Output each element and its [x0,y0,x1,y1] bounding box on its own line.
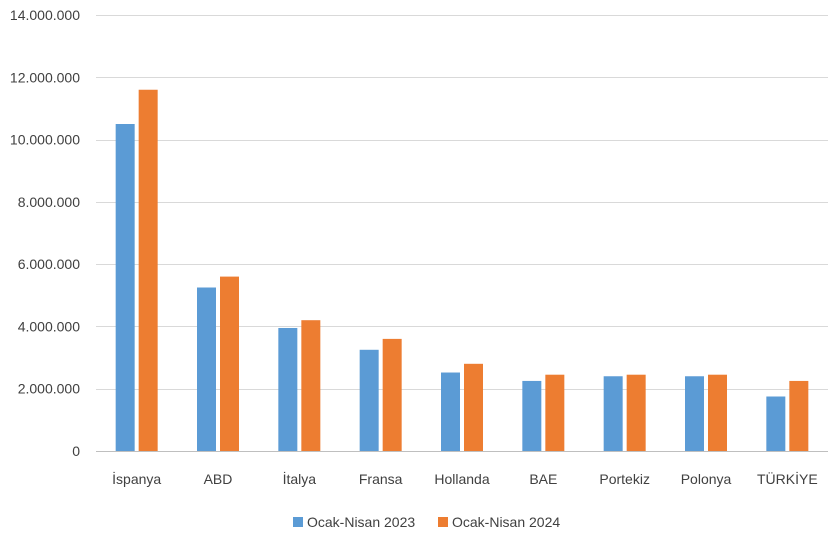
bar-2024 [138,89,158,451]
y-tick-label: 14.000.000 [10,7,80,23]
bar-2023 [197,287,216,451]
x-axis-category-labels: İspanya ABD İtalya Fransa Hollanda BAE Porteki… [112,470,818,487]
bar-2024 [789,380,809,451]
bar-2023 [603,376,623,451]
bar-2024 [220,276,239,451]
bar-2024 [301,320,321,451]
bar-2024 [545,374,565,451]
bars [115,89,809,451]
x-category-label: İtalya [283,470,317,487]
y-tick-label: 4.000.000 [18,318,80,334]
x-category-label: İspanya [112,470,161,487]
legend-swatch [293,517,303,527]
x-category-label: TÜRKİYE [757,470,818,487]
x-category-label: BAE [529,471,557,487]
y-tick-label: 8.000.000 [18,194,80,210]
y-tick-label: 12.000.000 [10,69,80,85]
x-category-label: Fransa [359,471,403,487]
bar-2023 [522,380,542,451]
bar-2023 [766,396,786,451]
bar-2024 [708,374,727,451]
legend-label: Ocak-Nisan 2024 [452,514,560,530]
legend: Ocak-Nisan 2023 Ocak-Nisan 2024 [293,514,560,530]
legend-swatch [438,517,448,527]
y-tick-label: 6.000.000 [18,256,80,272]
legend-label: Ocak-Nisan 2023 [307,514,415,530]
x-category-label: ABD [204,471,233,487]
bar-2024 [626,374,646,451]
x-category-label: Hollanda [434,471,489,487]
y-tick-label: 2.000.000 [18,381,80,397]
y-axis-tick-labels: 0 2.000.000 4.000.000 6.000.000 8.000.000 10.… [10,7,80,459]
bar-2023 [441,372,460,451]
bar-2023 [359,349,379,451]
bar-2023 [278,327,298,451]
bar-2023 [115,124,135,451]
bar-2023 [685,376,704,451]
x-category-label: Polonya [681,471,732,487]
y-tick-label: 0 [72,443,80,459]
x-category-label: Portekiz [599,471,650,487]
gridlines [96,15,828,452]
bar-2024 [464,363,483,451]
y-tick-label: 10.000.000 [10,132,80,148]
bar-2024 [382,338,402,451]
